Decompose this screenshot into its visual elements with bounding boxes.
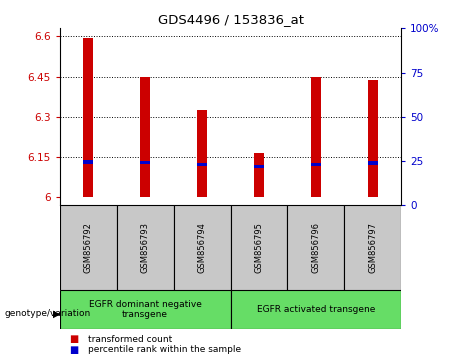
Text: EGFR dominant negative
transgene: EGFR dominant negative transgene bbox=[89, 300, 201, 319]
Text: GSM856794: GSM856794 bbox=[198, 222, 207, 273]
Text: GSM856796: GSM856796 bbox=[311, 222, 320, 273]
Bar bbox=[60, 205, 117, 290]
Text: ■: ■ bbox=[69, 334, 78, 344]
Text: GSM856792: GSM856792 bbox=[84, 222, 93, 273]
Text: ■: ■ bbox=[69, 345, 78, 354]
Title: GDS4496 / 153836_at: GDS4496 / 153836_at bbox=[158, 13, 303, 26]
Text: percentile rank within the sample: percentile rank within the sample bbox=[88, 345, 241, 354]
Bar bbox=[117, 205, 174, 290]
Text: GSM856795: GSM856795 bbox=[254, 222, 263, 273]
Bar bbox=[367, 80, 378, 197]
Bar bbox=[197, 110, 207, 197]
Text: genotype/variation: genotype/variation bbox=[5, 309, 91, 318]
Bar bbox=[60, 290, 230, 329]
Bar bbox=[254, 153, 264, 197]
Bar bbox=[197, 163, 207, 166]
Text: EGFR activated transgene: EGFR activated transgene bbox=[257, 305, 375, 314]
Bar bbox=[287, 205, 344, 290]
Bar bbox=[140, 78, 150, 197]
Bar bbox=[230, 205, 287, 290]
Text: ▶: ▶ bbox=[53, 308, 60, 318]
Bar bbox=[230, 290, 401, 329]
Bar bbox=[83, 38, 94, 197]
Bar bbox=[311, 163, 321, 166]
Text: transformed count: transformed count bbox=[88, 335, 172, 344]
Bar bbox=[140, 160, 150, 164]
Bar bbox=[344, 205, 401, 290]
Bar bbox=[311, 78, 321, 197]
Bar bbox=[174, 205, 230, 290]
Bar bbox=[83, 160, 94, 164]
Text: GSM856793: GSM856793 bbox=[141, 222, 150, 273]
Bar bbox=[254, 165, 264, 168]
Text: GSM856797: GSM856797 bbox=[368, 222, 377, 273]
Bar bbox=[367, 161, 378, 165]
